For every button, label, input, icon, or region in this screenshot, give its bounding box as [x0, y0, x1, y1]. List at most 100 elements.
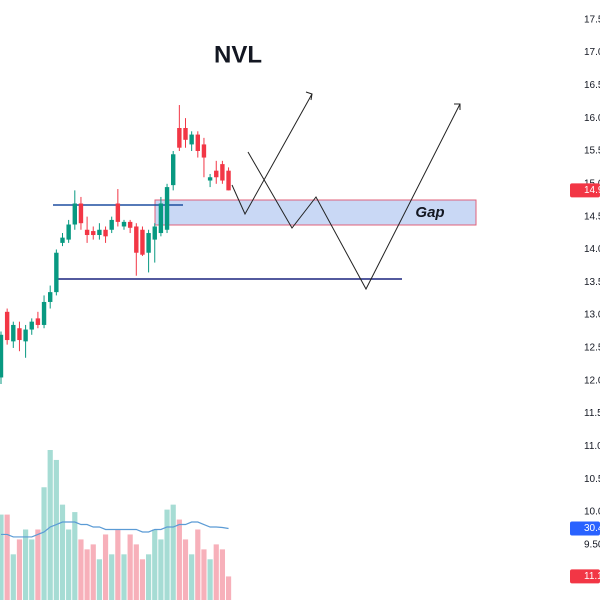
volume-bar [146, 554, 152, 600]
volume-bar [90, 544, 96, 600]
volume-bar [115, 529, 121, 600]
volume-bar [66, 529, 72, 600]
candle-body [23, 329, 28, 342]
candle-body [60, 237, 65, 243]
candle-body [146, 233, 151, 253]
volume-bar [207, 559, 213, 600]
gap-zone [154, 199, 477, 226]
plot-area [0, 105, 232, 600]
candle-body [103, 229, 108, 237]
y-tick-label: 15.5 [584, 146, 600, 157]
volume-tag-bg [570, 569, 600, 584]
candle-body [171, 154, 176, 186]
candle-body [66, 224, 71, 240]
candle-body [109, 219, 114, 230]
candle-body [97, 229, 102, 236]
y-tick-label: 11.5 [584, 408, 600, 419]
volume-bar [195, 529, 201, 600]
projection-path [247, 103, 461, 291]
volume-bar [0, 514, 4, 600]
chart-title: NVL [214, 41, 262, 68]
candle-body [177, 128, 182, 148]
volume-bar [164, 509, 170, 600]
volume-bar [182, 539, 189, 600]
volume-bar [72, 512, 78, 600]
candle-body [226, 170, 231, 191]
volume-ma-tag: 30.4 [584, 523, 600, 534]
volume-bar [53, 459, 59, 600]
volume-bar [121, 554, 127, 600]
y-tick-label: 12.5 [584, 343, 600, 354]
y-tick-label: 14.5 [584, 211, 600, 222]
candle-body [41, 301, 47, 325]
volume-bar [127, 534, 133, 600]
candle-body [183, 128, 188, 140]
price-tag: 14.9 [584, 185, 600, 196]
arrow-head [454, 103, 461, 110]
volume-bar [219, 549, 225, 600]
gap-label: Gap [415, 204, 444, 221]
candle-body [214, 170, 219, 178]
candle-body [121, 221, 127, 227]
y-tick-label: 14.0 [584, 244, 600, 255]
y-tick-label: 9.50 [584, 539, 600, 550]
candle-body [189, 134, 194, 145]
y-tick-label: 16.5 [584, 80, 600, 91]
volume-bar [96, 559, 102, 600]
y-tick-label: 11.0 [584, 441, 600, 452]
candle-body [115, 203, 121, 222]
volume-bar [47, 450, 53, 600]
candle-body [140, 229, 145, 255]
volume-tag: 11.1 [584, 571, 600, 582]
volume-bar [176, 519, 182, 600]
volume-bar [139, 559, 146, 600]
volume-bar [189, 554, 195, 600]
y-tick-label: 16.0 [584, 113, 600, 124]
y-tick-label: 12.0 [584, 375, 600, 386]
candle-body [201, 144, 207, 158]
y-tick-label: 17.0 [584, 47, 600, 58]
volume-bar [170, 504, 176, 600]
candle-body [134, 226, 139, 253]
volume-bar [23, 529, 29, 600]
volume-bar [78, 539, 84, 600]
volume-bar [29, 539, 35, 600]
volume-bar [109, 554, 115, 600]
volume-bar [201, 549, 207, 600]
volume-bar [59, 504, 66, 600]
volume-bar [102, 534, 109, 600]
candle-body [84, 229, 90, 236]
candle-body [54, 252, 59, 293]
candle-body [220, 164, 225, 181]
y-tick-label: 13.0 [584, 310, 600, 321]
projection-path [231, 93, 313, 216]
volume-bar [133, 544, 139, 600]
volume-bar [84, 549, 90, 600]
candle-body [17, 328, 22, 341]
volume-bar [213, 544, 219, 600]
candle-body [72, 203, 77, 225]
candle-body [127, 221, 133, 228]
y-tick-label: 17.5 [584, 14, 600, 25]
volume-bar [35, 529, 41, 600]
candle-body [195, 134, 200, 151]
volume-bar [225, 576, 232, 600]
candle-body [11, 324, 16, 342]
y-tick-label: 10.0 [584, 507, 600, 518]
candle-body [48, 292, 53, 302]
y-tick-label: 13.5 [584, 277, 600, 288]
volume-bar [16, 539, 23, 600]
candle-body [207, 177, 213, 181]
candle-body [78, 203, 84, 224]
candle-body [0, 334, 4, 378]
volume-bar [152, 529, 158, 600]
volume-bar [10, 554, 16, 600]
volume-bar [41, 487, 47, 600]
arrow-head [305, 91, 313, 101]
y-tick-label: 10.5 [584, 474, 600, 485]
volume-ma-line [1, 521, 229, 538]
candle-body [35, 318, 41, 325]
price-tag-bg [570, 183, 600, 198]
candle-body [91, 231, 96, 236]
volume-bar [4, 514, 10, 600]
